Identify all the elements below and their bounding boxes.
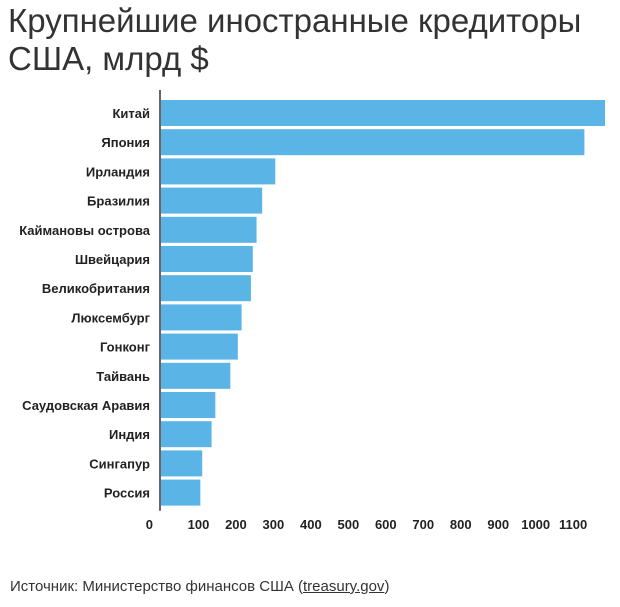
x-tick-label: 500: [337, 517, 359, 532]
bar: [161, 275, 251, 302]
category-label: Гонконг: [100, 340, 151, 355]
chart-title: Крупнейшие иностранные кредиторы США, мл…: [8, 2, 582, 77]
x-tick-label: 600: [375, 517, 397, 532]
category-label: Индия: [109, 427, 150, 442]
bar: [161, 421, 212, 448]
x-tick-label: 100: [188, 517, 210, 532]
x-tick-label: 900: [487, 517, 509, 532]
bar: [161, 216, 257, 243]
category-label: Люксембург: [71, 310, 150, 325]
category-label: Швейцария: [75, 252, 150, 267]
category-label: Ирландия: [86, 164, 150, 179]
bars-group: [161, 100, 605, 506]
category-label: Бразилия: [87, 194, 150, 209]
x-tick-label: 400: [300, 517, 322, 532]
category-label: Великобритания: [42, 281, 150, 296]
x-tick-label: 1100: [559, 517, 587, 532]
x-tick-labels: 0 100 200 300 400 500 600 700 800 900 1000 1100: [146, 517, 587, 532]
x-tick-label: 0: [146, 517, 153, 532]
category-label: Китай: [112, 106, 150, 121]
category-label: Тайвань: [96, 369, 150, 384]
category-label: Россия: [104, 486, 150, 501]
bar-chart: Китай Япония Ирландия Бразилия Каймановы ост…: [19, 90, 605, 532]
source-link[interactable]: treasury.gov: [303, 578, 385, 595]
source-note: Источник: Министерство финансов США (tre…: [10, 578, 389, 595]
source-prefix: Источник: Министерство финансов США (: [10, 578, 303, 595]
x-tick-label: 1000: [521, 517, 550, 532]
bar: [161, 333, 238, 360]
bar: [161, 304, 242, 331]
x-tick-label: 700: [412, 517, 434, 532]
bar: [161, 479, 201, 506]
category-label: Япония: [101, 135, 150, 150]
bar: [161, 392, 216, 418]
bar: [161, 158, 276, 185]
bar: [161, 129, 585, 156]
category-labels: Китай Япония Ирландия Бразилия Каймановы ост…: [19, 106, 151, 501]
bar: [161, 450, 203, 477]
x-tick-label: 800: [450, 517, 472, 532]
category-label: Сингапур: [89, 456, 150, 471]
bar: [161, 246, 253, 272]
bar: [161, 187, 263, 214]
category-label: Саудовская Аравия: [22, 398, 150, 413]
x-tick-label: 300: [263, 517, 285, 532]
source-suffix: ): [384, 578, 390, 595]
bar: [161, 362, 231, 389]
category-label: Каймановы острова: [19, 223, 151, 238]
bar: [161, 100, 605, 126]
x-tick-label: 200: [225, 517, 247, 532]
